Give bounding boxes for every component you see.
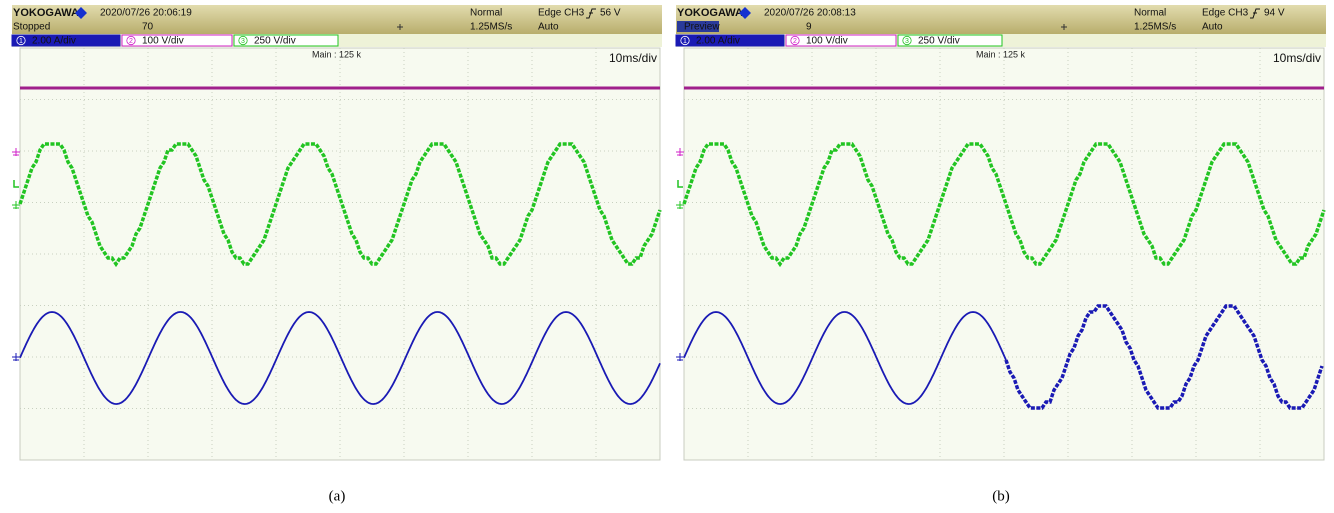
datetime: 2020/07/26 20:06:19 (100, 8, 192, 19)
channel-scale: 250 V/div (254, 36, 296, 47)
channel-number: 2 (129, 38, 133, 45)
trigger-mode: Auto (538, 22, 559, 33)
channel-number: 1 (19, 38, 23, 45)
channel-number: 3 (905, 38, 909, 45)
ground-marker (12, 148, 20, 156)
timebase: 10ms/div (609, 51, 657, 65)
state: Preview (684, 22, 720, 33)
channel-scale: 100 V/div (142, 36, 184, 47)
datetime: 2020/07/26 20:08:13 (764, 8, 856, 19)
ground-marker (12, 353, 20, 361)
brand: YOKOGAWA (677, 7, 743, 19)
rate: 1.25MS/s (470, 22, 512, 33)
ground-marker (676, 353, 684, 361)
count: 9 (806, 22, 812, 33)
mode: Normal (470, 8, 502, 19)
caption: (b) (992, 488, 1010, 504)
record-length: Main : 125 k (976, 49, 1026, 59)
rate: 1.25MS/s (1134, 22, 1176, 33)
channel-scale: 100 V/div (806, 36, 848, 47)
channel-number: 1 (683, 38, 687, 45)
trigger-marker (678, 180, 683, 187)
channel-scale: 250 V/div (918, 36, 960, 47)
timebase: 10ms/div (1273, 51, 1321, 65)
trigger-mode: Auto (1202, 22, 1223, 33)
record-length: Main : 125 k (312, 49, 362, 59)
count: 70 (142, 22, 154, 33)
trigger: Edge CH3 (538, 8, 585, 19)
ground-marker (676, 148, 684, 156)
scope-panel: YOKOGAWA 2020/07/26 20:08:13 Preview 9 Norma… (676, 5, 1326, 460)
channel-number: 3 (241, 38, 245, 45)
channel-number: 2 (793, 38, 797, 45)
caption: (a) (329, 488, 346, 504)
channel-scale: 2.00 A/div (696, 36, 740, 47)
trigger-marker (14, 180, 19, 187)
mode: Normal (1134, 8, 1166, 19)
figure: YOKOGAWA 2020/07/26 20:06:19 Stopped 70 Norm… (0, 0, 1334, 513)
scope-panel: YOKOGAWA 2020/07/26 20:06:19 Stopped 70 Norm… (12, 5, 662, 460)
trigger-level: 94 V (1264, 8, 1285, 19)
channel-scale: 2.00 A/div (32, 36, 76, 47)
trigger-level: 56 V (600, 8, 621, 19)
state: Stopped (13, 22, 50, 33)
brand: YOKOGAWA (13, 7, 79, 19)
trigger: Edge CH3 (1202, 8, 1249, 19)
